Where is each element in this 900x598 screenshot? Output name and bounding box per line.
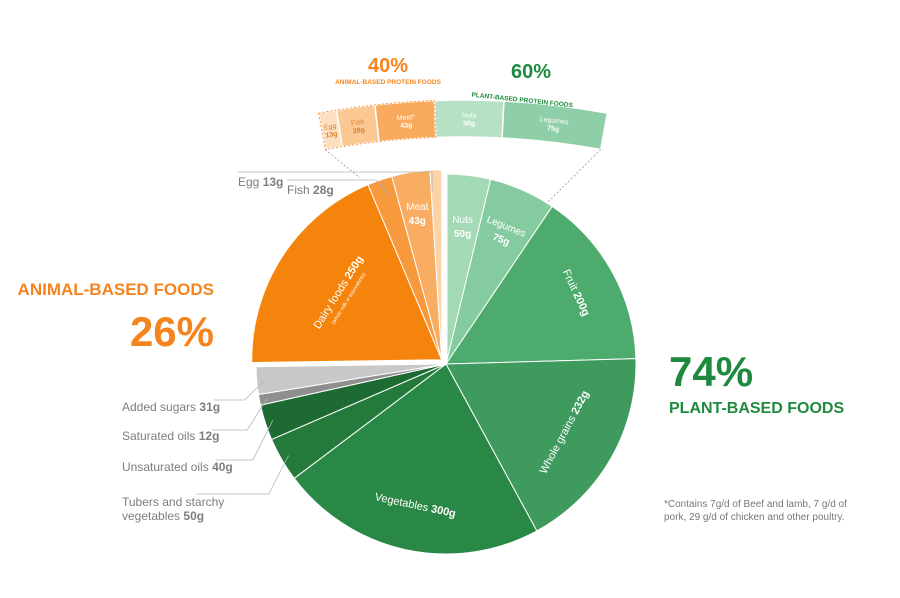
slice-label-meat: Meat 43g [406,202,428,227]
strip-connector-right [547,149,602,203]
strip-value-meat: 43g [400,122,413,130]
slice-added-sugars [255,363,447,396]
strip-value-legumes: 75g [547,125,560,133]
slice-value-meat: 43g [409,216,426,227]
plant-foods-title: PLANT-BASED FOODS [669,400,844,417]
pie [251,169,637,555]
leader-fish [287,179,393,197]
slice-whole-grains [445,358,637,532]
strip-value-nuts: 50g [463,120,475,127]
leader-tubers-and-starchy-vegetables [196,455,290,495]
slice-name-meat: Meat [406,202,428,213]
slice-name-nuts: Nuts [452,215,473,226]
strip-value-egg: 13g [325,131,338,140]
ext-label-fish: Fish 28g [287,183,334,197]
ext-label-tubers-2: vegetables 50g [122,509,204,523]
plant-foods-percent: 74% [669,348,753,395]
strip-value-fish: 28g [352,127,365,136]
strip-label-meat: Meat*43g [396,114,415,130]
leader-egg [238,171,433,192]
ext-label-saturated-oils: Saturated oils 12g [122,429,219,443]
animal-protein-percent: 40% [368,55,408,77]
ext-label-unsaturated-oils: Unsaturated oils 40g [122,460,233,474]
footnote: *Contains 7g/d of Beef and lamb, 7 g/d o… [664,499,847,523]
slice-dairy-foods [251,184,443,364]
slice-egg [429,169,443,360]
animal-foods-title: ANIMAL-BASED FOODS [18,280,214,299]
strip-animal-outline [318,100,437,151]
ext-label-added-sugars: Added sugars 31g [122,400,220,414]
slice-vegetables [293,363,538,555]
leader-saturated-oils [212,398,268,431]
strip-name-nuts: Nuts [462,112,477,119]
slice-label-nuts: Nuts 50g [452,215,473,240]
strip-name-legumes: Legumes [539,116,569,126]
leader-added-sugars [214,379,265,401]
leader-unsaturated-oils [216,419,274,461]
slice-value-nuts: 50g [454,229,471,240]
strip-connector-left [325,149,361,179]
leader-lines [196,171,433,495]
plant-protein-percent: 60% [511,61,551,83]
strip-name-meat: Meat* [396,114,415,122]
animal-foods-percent: 26% [130,308,214,355]
strip-name-fish: Fish [351,119,365,128]
animal-protein-label: ANIMAL-BASED PROTEIN FOODS [335,79,441,86]
strip-name-egg: Egg [323,123,337,132]
ext-label-tubers: Tubers and starchy [122,495,224,509]
ext-label-egg: Egg 13g [238,175,283,189]
slice-fruit [445,205,637,365]
